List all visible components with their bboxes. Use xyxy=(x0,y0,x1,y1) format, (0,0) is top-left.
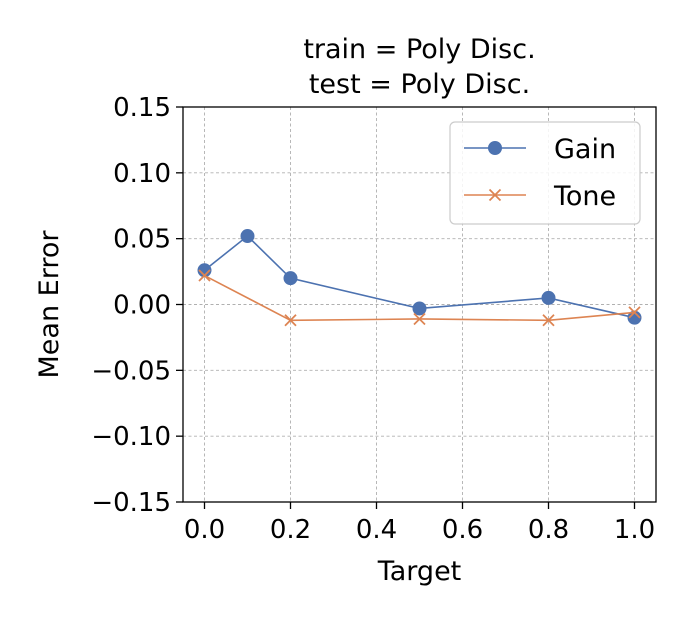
series-tone-point xyxy=(542,314,555,327)
legend-item-tone: Tone xyxy=(464,181,616,212)
series-gain-line xyxy=(204,234,635,319)
series-gain-point xyxy=(283,271,298,286)
legend-item-gain: Gain xyxy=(464,134,616,165)
y-tick-label: 0.10 xyxy=(113,159,171,189)
x-axis-label: Target xyxy=(377,556,462,587)
series-tone-point-stroke-b xyxy=(413,312,426,326)
y-tick-label: 0.15 xyxy=(113,93,171,123)
series-tone-point xyxy=(284,314,297,327)
y-tick-label: 0.00 xyxy=(113,291,171,321)
series-tone-point-stroke-b xyxy=(284,314,297,327)
x-tick-label: 0.6 xyxy=(442,515,483,545)
series-tone-point-stroke-b xyxy=(198,269,211,282)
series-tone-point-stroke-b xyxy=(628,306,641,319)
legend: Gain Tone xyxy=(449,121,641,225)
series-layer xyxy=(197,229,642,327)
y-tick-label: −0.10 xyxy=(91,422,171,452)
y-tick-label: −0.05 xyxy=(91,356,171,386)
y-tick-label: −0.15 xyxy=(91,488,171,518)
y-tick-label: 0.05 xyxy=(113,225,171,255)
y-axis-label: Mean Error xyxy=(34,230,65,379)
x-tick-label: 0.2 xyxy=(270,515,311,545)
legend-tone-marker xyxy=(488,188,502,202)
legend-gain-marker xyxy=(488,141,502,155)
x-tick-label: 0.8 xyxy=(528,515,569,545)
legend-tone-marker-stroke-b xyxy=(488,188,502,202)
chart-title-line-1: train = Poly Disc. xyxy=(303,34,535,65)
legend-items: Gain Tone xyxy=(464,134,616,212)
x-tick-label: 1.0 xyxy=(614,515,655,545)
series-gain-point xyxy=(412,301,427,316)
series-tone-point-stroke-b xyxy=(542,314,555,327)
series-gain-point xyxy=(541,290,556,305)
series-tone-point xyxy=(198,269,211,282)
series-tone-point xyxy=(413,312,426,326)
series-gain xyxy=(197,229,642,325)
ticks: 0.0 0.2 0.4 0.6 0.8 1.0 0.15 0.10 0.05 0.00 −0.05 −… xyxy=(91,93,655,545)
series-gain-point xyxy=(240,229,255,244)
chart-title-line-2: test = Poly Disc. xyxy=(309,69,530,100)
x-tick-label: 0.0 xyxy=(184,515,225,545)
series-tone xyxy=(198,269,641,327)
legend-gain-label: Gain xyxy=(554,134,616,165)
legend-tone-label: Tone xyxy=(553,181,616,212)
x-tick-label: 0.4 xyxy=(356,515,397,545)
series-tone-point xyxy=(628,306,641,319)
